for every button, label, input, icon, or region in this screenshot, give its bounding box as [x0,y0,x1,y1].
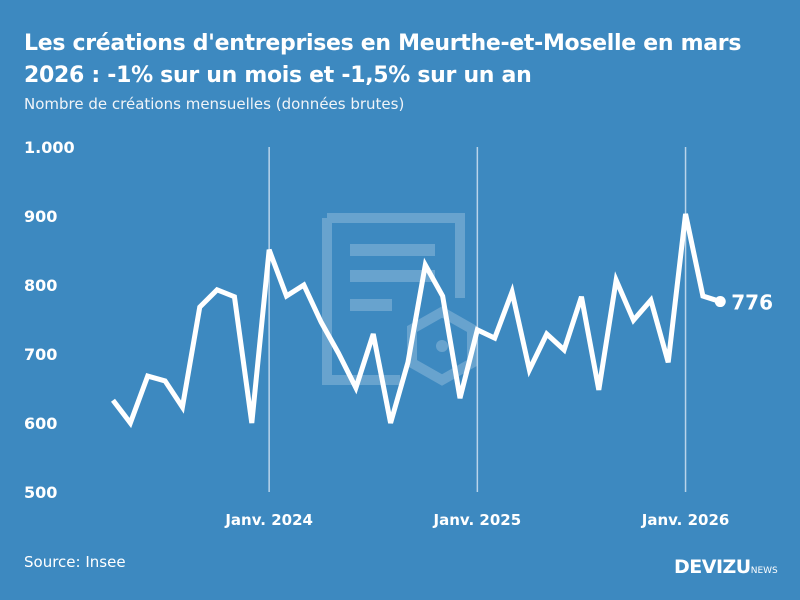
y-tick-label: 800 [24,276,57,295]
y-tick-label: 500 [24,483,57,502]
last-value-label: 776 [731,291,773,315]
chart-title: Les créations d'entreprises en Meurthe-e… [24,31,742,88]
chart-subtitle: Nombre de créations mensuelles (données … [24,95,405,113]
x-tick-label: Janv. 2024 [224,511,313,529]
x-tick-label: Janv. 2025 [433,511,522,529]
source-note: Source: Insee [24,553,126,571]
logo-main: DEVIZU [674,556,751,578]
y-tick-label: 700 [24,345,57,364]
y-tick-label: 600 [24,414,57,433]
series-line [111,213,722,429]
y-tick-label: 1.000 [24,138,75,157]
data-point [714,296,726,308]
y-tick-label: 900 [24,207,57,226]
logo-suffix: NEWS [750,566,778,576]
devizu-logo: DEVIZUNEWS [674,556,778,578]
watermark-icon [322,213,477,386]
x-tick-label: Janv. 2026 [641,511,730,529]
